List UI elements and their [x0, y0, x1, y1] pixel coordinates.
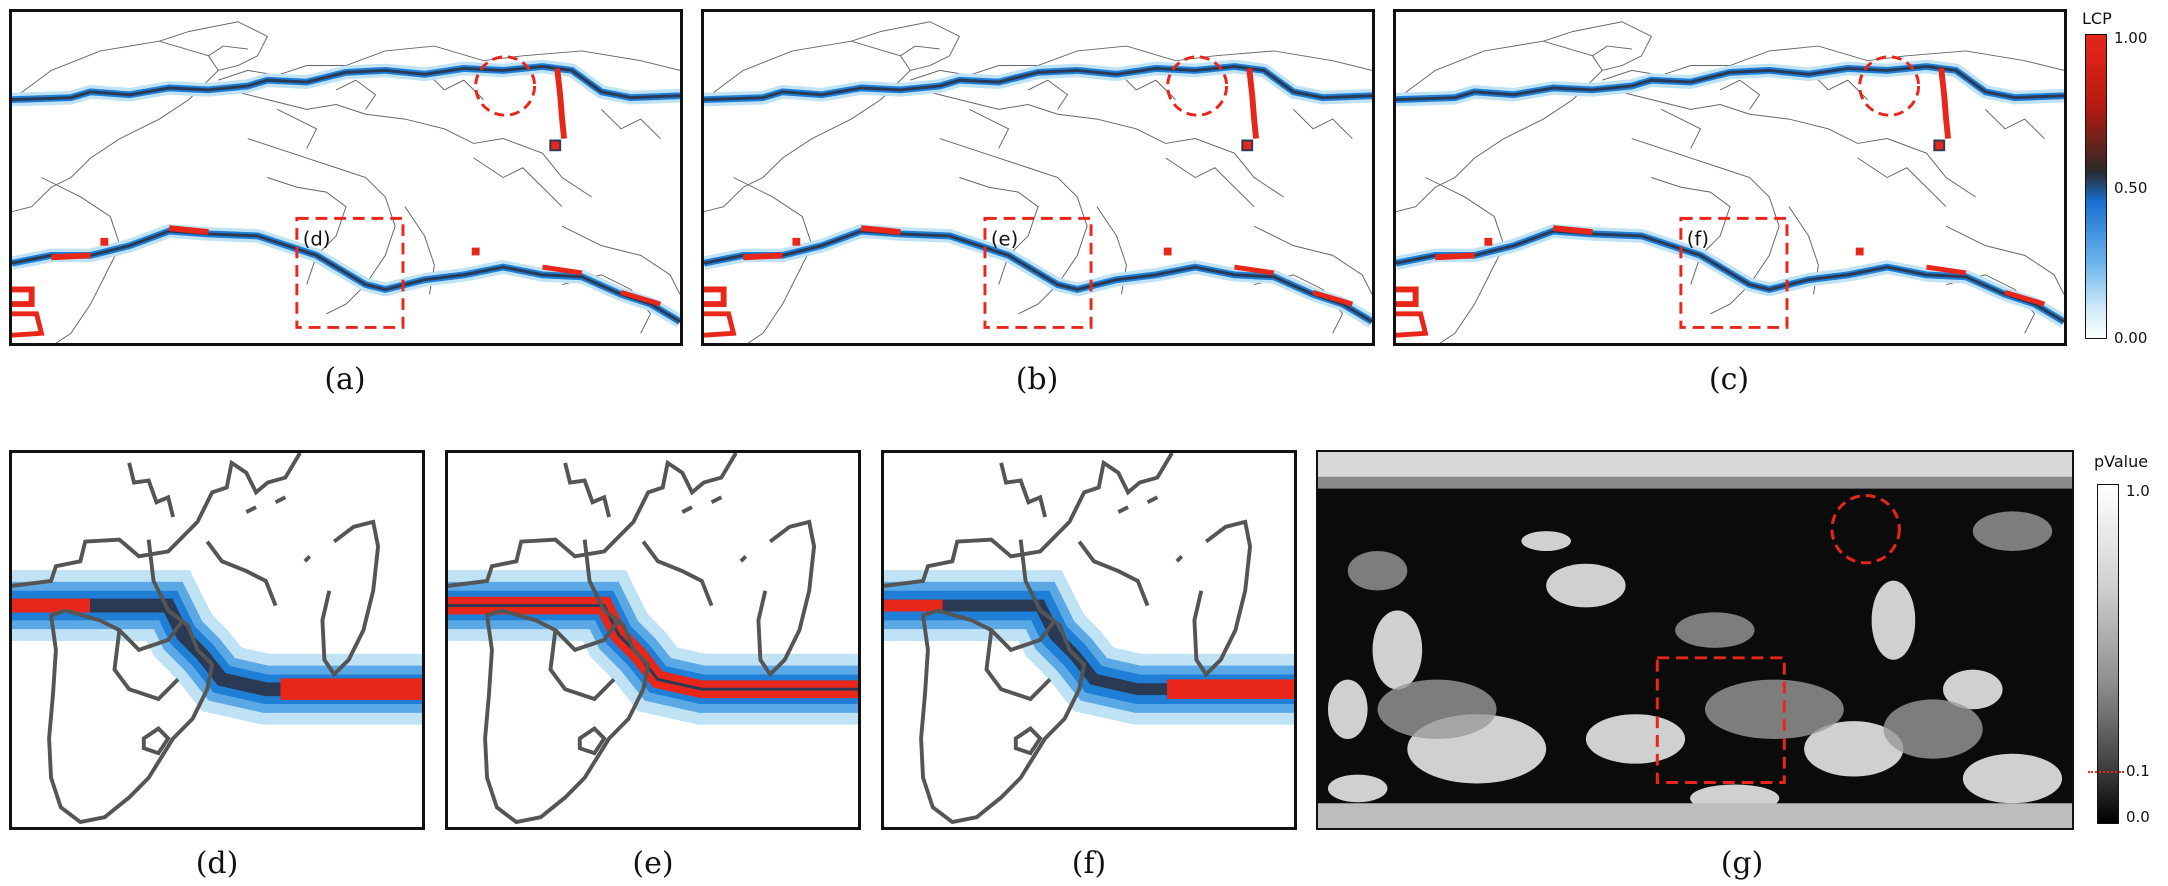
highlight-circle-b: [1166, 55, 1229, 117]
colorbar-pvalue-threshold-marker: [2088, 771, 2124, 773]
inset-label-f: (f): [1687, 228, 1709, 251]
caption-g: (g): [1720, 846, 1764, 881]
colorbar-lcp-tick-3: 0.00: [2114, 329, 2148, 347]
caption-b: (b): [1015, 362, 1059, 397]
highlight-box-a: [295, 216, 405, 329]
caption-e: (e): [632, 846, 674, 881]
colorbar-pvalue-title: pValue: [2094, 452, 2149, 471]
caption-a: (a): [324, 362, 366, 397]
inset-label-d: (d): [303, 228, 331, 251]
zoom-map-e: [448, 453, 858, 827]
zoom-panel-e: [445, 450, 861, 830]
world-map-c: (f): [1396, 12, 2064, 343]
zoom-map-d: [12, 453, 422, 827]
path-glow-e: [448, 570, 858, 725]
colorbar-lcp-tick-2: 0.50: [2114, 179, 2148, 197]
caption-f: (f): [1071, 846, 1107, 881]
pvalue-map-g: [1318, 452, 2072, 828]
zoom-panel-f: [881, 450, 1297, 830]
zoom-panel-d: [9, 450, 425, 830]
map-panel-a: (d): [9, 9, 683, 346]
colorbar-pvalue: [2097, 484, 2119, 824]
zoom-map-f: [884, 453, 1294, 827]
colorbar-pvalue-tick-3: 0.0: [2126, 808, 2150, 826]
caption-d: (d): [195, 846, 239, 881]
highlight-circle-g: [1830, 494, 1901, 565]
colorbar-pvalue-tick-2: 0.1: [2126, 762, 2150, 780]
highlight-circle-a: [474, 55, 537, 117]
colorbar-lcp: [2085, 34, 2107, 339]
colorbar-lcp-title: LCP: [2082, 9, 2112, 28]
caption-c: (c): [1708, 362, 1750, 397]
map-panel-b: (e): [701, 9, 1375, 346]
world-map-b: (e): [704, 12, 1372, 343]
highlight-box-c: [1679, 216, 1789, 329]
inset-label-e: (e): [991, 228, 1018, 251]
colorbar-pvalue-tick-1: 1.0: [2126, 482, 2150, 500]
path-glow-d: [12, 570, 422, 725]
highlight-box-b: [983, 216, 1093, 329]
world-map-a: (d): [12, 12, 680, 343]
highlight-box-g: [1655, 656, 1786, 784]
highlight-circle-c: [1858, 55, 1921, 117]
pvalue-panel-g: [1316, 450, 2074, 830]
path-glow-f: [884, 570, 1294, 725]
map-panel-c: (f): [1393, 9, 2067, 346]
colorbar-lcp-tick-1: 1.00: [2114, 29, 2148, 47]
